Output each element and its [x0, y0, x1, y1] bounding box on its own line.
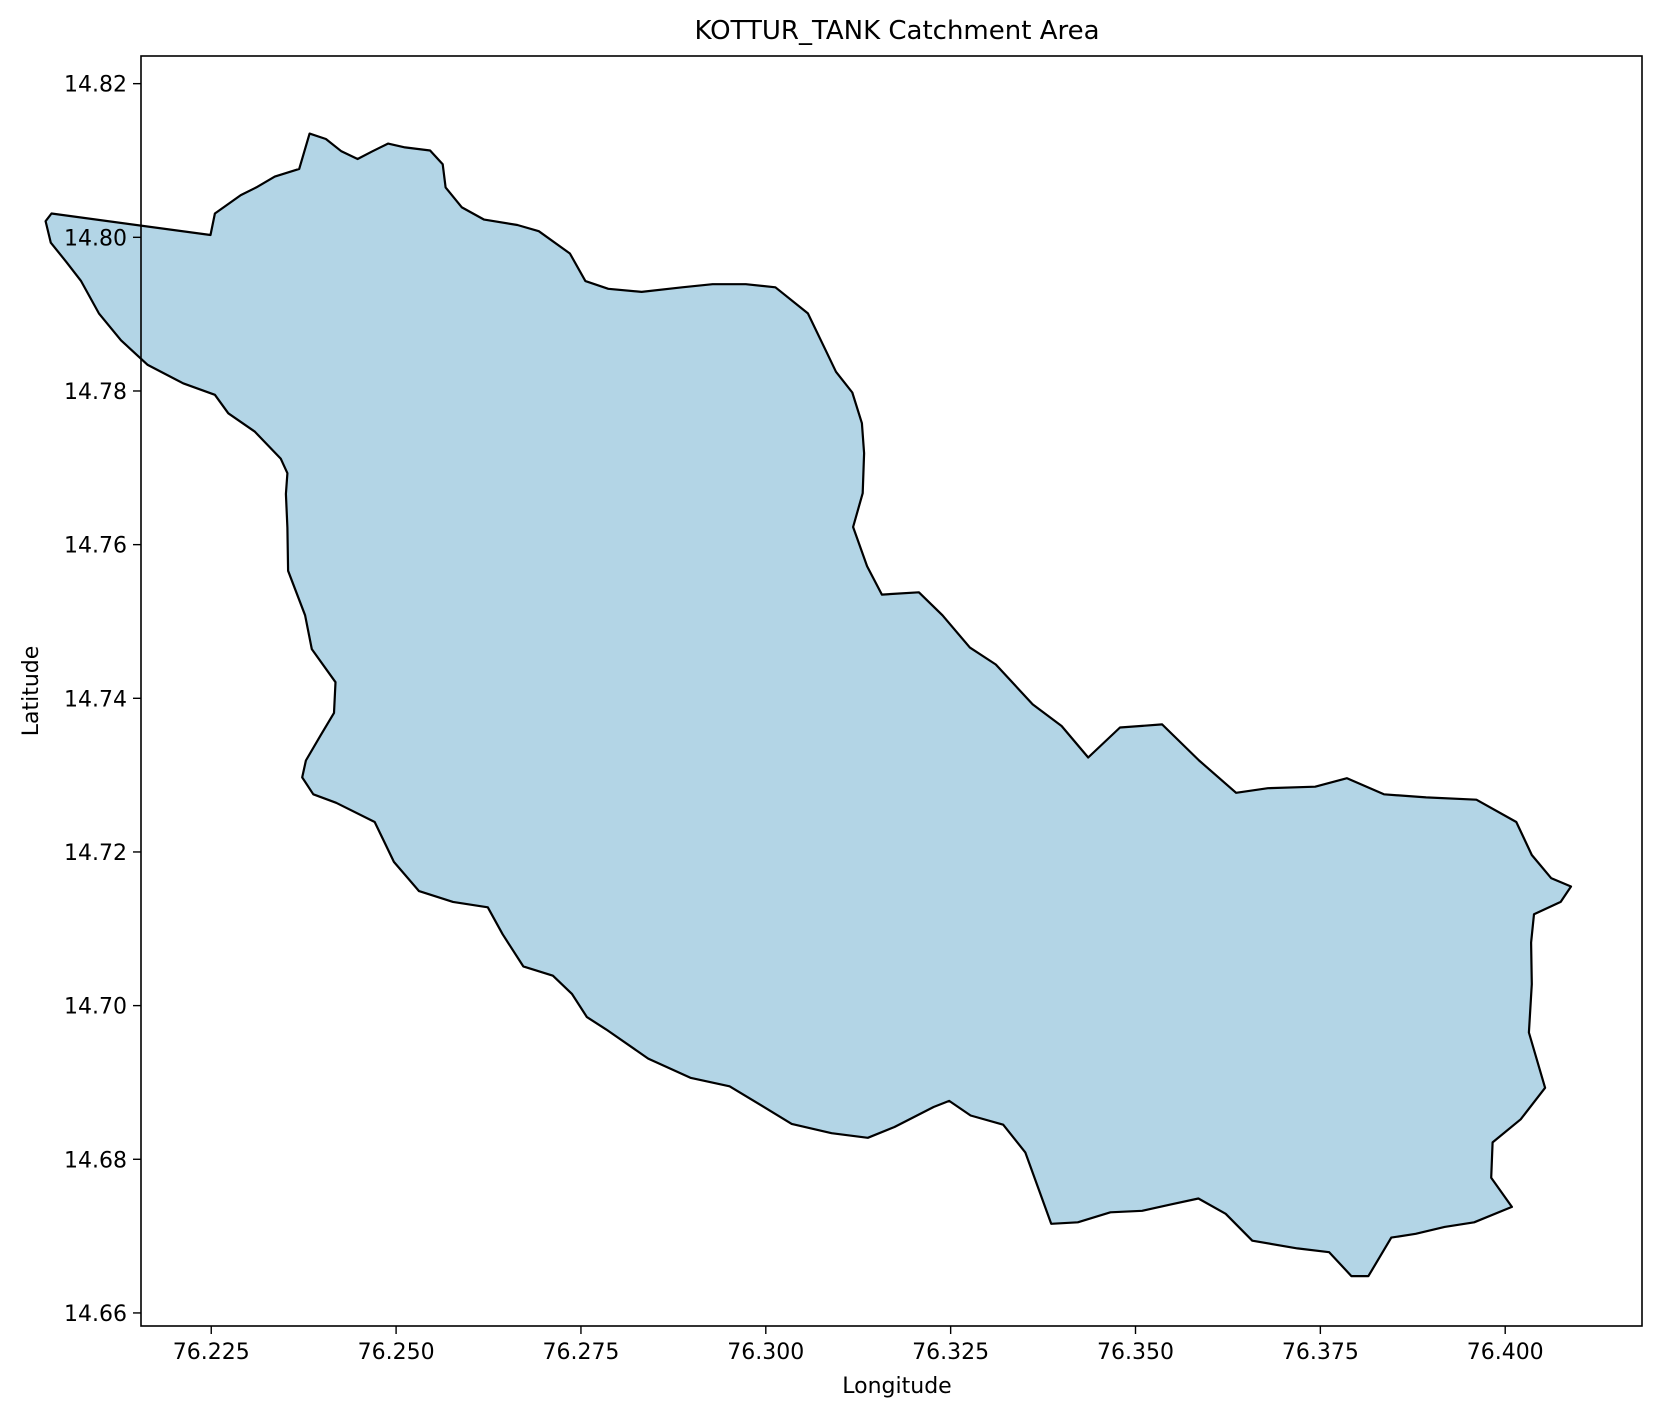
y-tick-label: 14.76	[64, 534, 127, 559]
x-axis-ticks: 76.225 76.250 76.275 76.300 76.325 76.350 76.3…	[173, 1326, 1544, 1365]
x-tick-label: 76.275	[542, 1340, 619, 1365]
y-tick-label: 14.78	[64, 380, 127, 405]
y-tick-label: 14.80	[64, 226, 127, 251]
catchment-area-polygon	[44, 132, 1573, 1278]
y-tick-label: 14.70	[64, 995, 127, 1020]
x-tick-label: 76.325	[912, 1340, 989, 1365]
chart-title: KOTTUR_TANK Catchment Area	[694, 16, 1099, 46]
x-tick-label: 76.400	[1467, 1340, 1544, 1365]
x-tick-label: 76.225	[173, 1340, 250, 1365]
y-tick-label: 14.66	[64, 1302, 127, 1327]
axes-frame	[140, 55, 1643, 1327]
x-tick-label: 76.375	[1282, 1340, 1359, 1365]
y-tick-label: 14.82	[64, 73, 127, 98]
x-axis-label: Longitude	[842, 1374, 951, 1399]
x-tick-label: 76.250	[358, 1340, 435, 1365]
plot-area	[44, 132, 1573, 1278]
x-tick-label: 76.300	[727, 1340, 804, 1365]
y-tick-label: 14.72	[64, 841, 127, 866]
y-axis-ticks: 14.66 14.68 14.70 14.72 14.74 14.76 14.78 14.80…	[64, 73, 141, 1327]
x-tick-label: 76.350	[1097, 1340, 1174, 1365]
y-axis-label: Latitude	[19, 646, 44, 737]
y-tick-label: 14.68	[64, 1148, 127, 1173]
y-tick-label: 14.74	[64, 687, 127, 712]
